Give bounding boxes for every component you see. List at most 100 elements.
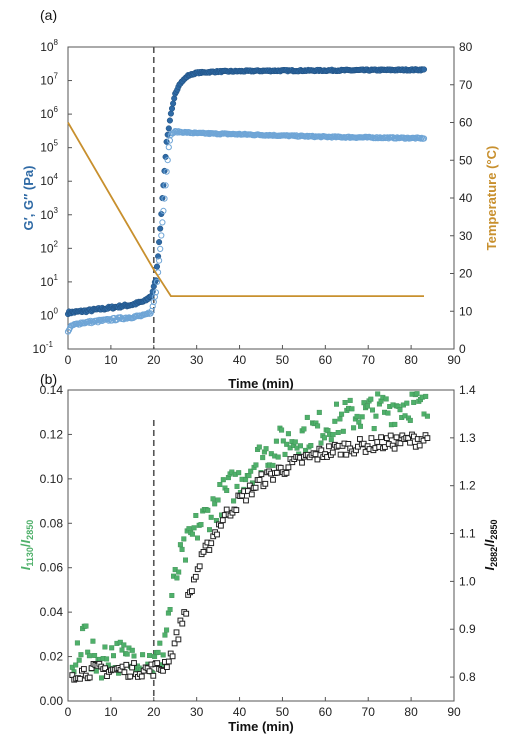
a-gprime-point [166,117,173,124]
b-i1130-point [119,647,125,653]
b-ytick-left-label: 0.02 [40,650,64,664]
a-gdoubleprime-point [160,207,167,214]
b-i1130-point [263,446,269,452]
a-ytick-left-label: 108 [40,38,58,54]
b-ytick-right-label: 0.8 [459,670,476,684]
b-i2882-point [270,476,276,483]
b-i2882-point [326,443,332,450]
b-i1130-point [179,546,185,552]
b-i1130-point [93,668,99,674]
a-gdoubleprime-point [149,303,156,310]
b-i2882-point [343,451,350,458]
b-i1130-point [411,399,417,405]
b-i1130-point [212,501,218,507]
b-i1130-point [73,662,79,668]
b-i2882-point [416,442,423,449]
b-i1130-point [131,653,137,659]
b-i1130-point [191,525,197,531]
b-i1130-point [392,421,398,427]
a-ytick-right-label: 0 [459,342,466,356]
b-i2882-point [219,517,226,524]
a-gdoubleprime-point [420,135,428,142]
b-i1130-point [236,470,242,476]
b-i2882-point [86,674,93,681]
a-xtick-label: 50 [276,353,290,367]
b-i2882-point [285,464,292,471]
b-i2882-point [154,660,161,667]
b-i1130-point [224,488,230,494]
a-gdoubleprime-point [153,278,161,285]
b-i1130-point [328,437,334,443]
b-i1130-point [117,639,123,645]
b-i1130-point [364,403,370,409]
b-i1130-point [279,427,285,433]
b-i2882-point [387,432,394,439]
b-ytick-left-label: 0.00 [40,694,64,708]
b-i2882-point [357,436,363,442]
a-ytick-left-label: 10-1 [33,340,54,356]
panel-b-plot-frame [67,389,455,702]
b-i1130-point [104,656,110,662]
b-i2882-point [192,573,199,580]
b-i1130-point [407,417,413,423]
b-i1130-point [298,443,304,449]
b-i1130-point [349,406,355,412]
b-i1130-point [78,652,84,658]
a-gdoubleprime-point [156,257,163,264]
b-i1130-point [308,443,314,449]
b-i2882-point [314,456,321,463]
a-gprime-point [156,239,163,246]
b-i1130-point [315,423,321,429]
b-i2882-point [337,451,344,458]
a-gprime-point [167,110,174,117]
b-i1130-point [256,444,262,450]
b-i1130-point [177,542,183,548]
b-i2882-point [123,661,130,668]
b-i1130-point [220,477,226,483]
b-i2882-point [169,653,176,660]
a-gdoubleprime-point [163,168,170,175]
b-ytick-right-label: 1.4 [459,383,476,397]
b-i1130-point [260,455,266,461]
panel-b-marks [69,391,431,701]
b-i1130-point [157,640,163,646]
b-i2882-point [146,668,153,675]
b-i1130-point [318,440,324,446]
b-ytick-left-label: 0.14 [40,383,64,397]
a-gprime-point [163,138,170,145]
a-gdoubleprime-point [161,195,168,202]
panel-a-xlabel: Time (min) [228,376,294,391]
b-i1130-point [322,435,328,441]
a-gprime-point [157,225,164,232]
b-i1130-point [370,407,376,413]
b-i1130-point [424,413,430,419]
a-gdoubleprime-point [152,289,159,296]
a-ytick-left-label: 107 [40,72,58,88]
b-ytick-left-label: 0.12 [40,427,64,441]
b-i1130-point [90,638,96,644]
b-i1130-point [160,652,166,658]
b-xtick-label: 10 [104,705,118,719]
b-i1130-point [98,675,104,681]
b-i1130-point [280,438,286,444]
b-i1130-point [359,414,365,420]
b-i1130-point [253,462,259,468]
b-i2882-point [283,470,290,476]
b-ytick-left-label: 0.10 [40,472,64,486]
b-i2882-point [196,563,203,570]
panel-a-label: (a) [40,7,57,23]
a-gprime-point [170,100,177,107]
b-i2882-point [378,434,385,441]
b-i1130-point [102,644,108,650]
b-i1130-point [162,632,168,638]
a-ytick-right-label: 70 [459,78,473,92]
b-i2882-point [165,658,172,665]
b-i1130-point [423,393,429,399]
b-i1130-point [140,652,146,658]
b-i2882-point [160,667,166,674]
b-i2882-point [102,665,108,672]
a-gdoubleprime-point [157,245,164,252]
panel-b-xlabel: Time (min) [228,719,294,734]
panel-a-ylabel-right: Temperature (°C) [484,146,499,251]
b-xtick-label: 30 [190,705,204,719]
